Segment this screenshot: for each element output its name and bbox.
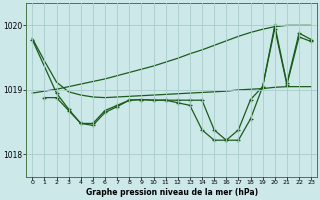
X-axis label: Graphe pression niveau de la mer (hPa): Graphe pression niveau de la mer (hPa) (86, 188, 258, 197)
